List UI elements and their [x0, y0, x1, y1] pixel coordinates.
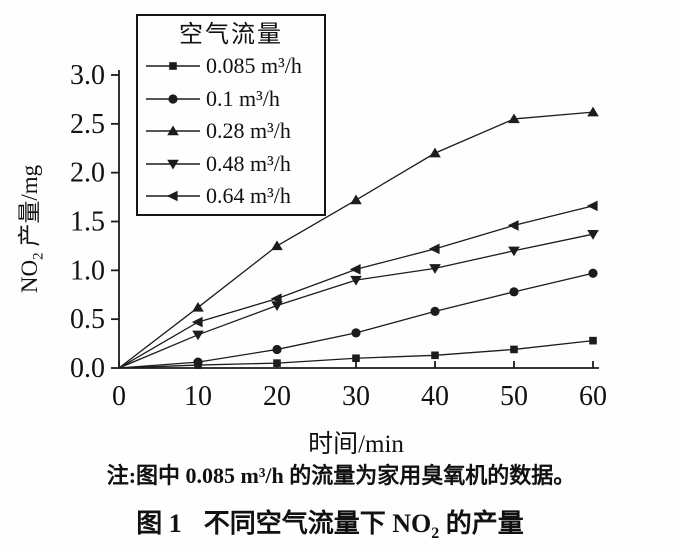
triangle-up-marker — [508, 113, 520, 124]
triangle-up-marker — [587, 106, 599, 117]
triangle-left-marker — [166, 190, 178, 202]
legend-items: 0.085 m³/h 0.1 m³/h 0.28 m³/h 0.48 m³/h 0.64… — [138, 50, 324, 213]
circle-marker — [430, 306, 440, 316]
figure-caption-text: 不同空气流量下 NO — [203, 509, 432, 538]
figure-caption: 图 1 不同空气流量下 NO2 的产量 — [0, 503, 660, 543]
y-tick-label: 1.5 — [70, 207, 105, 238]
triangle-down-marker — [350, 275, 362, 286]
triangle-up-marker — [167, 125, 179, 136]
triangle-down-icon — [146, 159, 200, 170]
figure-caption-tail: 的产量 — [439, 509, 524, 538]
triangle-down-marker — [192, 330, 204, 341]
triangle-left-icon — [146, 190, 200, 202]
figure-number: 图 1 — [136, 509, 182, 538]
square-icon — [146, 62, 200, 71]
triangle-left-marker — [191, 316, 203, 328]
triangle-left-marker — [270, 293, 282, 304]
y-axis-label-text: NO — [17, 259, 42, 294]
square-marker — [169, 62, 177, 71]
square-marker — [510, 345, 518, 354]
legend-item-label: 0.28 m³/h — [206, 118, 291, 144]
legend-item-label: 0.1 m³/h — [206, 85, 280, 111]
triangle-up-marker — [271, 240, 283, 251]
legend-item-label: 0.085 m³/h — [206, 53, 302, 79]
triangle-down-marker — [587, 229, 599, 240]
square-marker — [589, 336, 597, 345]
legend-item: 0.085 m³/h — [145, 50, 324, 83]
legend-item-label: 0.48 m³/h — [206, 150, 291, 176]
triangle-up-icon — [146, 125, 200, 136]
x-tick-label: 10 — [184, 381, 212, 412]
x-tick-label: 40 — [421, 381, 449, 412]
triangle-down-marker — [167, 159, 179, 170]
legend-item: 0.28 m³/h — [145, 115, 324, 148]
circle-marker — [588, 268, 598, 278]
triangle-down-marker — [508, 246, 520, 257]
y-axis-label-units: 产量/mg — [17, 164, 42, 253]
triangle-up-marker — [429, 147, 441, 158]
x-tick-label: 0 — [112, 381, 126, 412]
legend-item-label: 0.64 m³/h — [206, 183, 291, 209]
circle-marker — [168, 94, 178, 104]
circle-marker — [193, 357, 203, 367]
x-axis-label: 时间/min — [308, 431, 404, 458]
legend-title: 空气流量 — [179, 22, 283, 48]
y-tick-label: 1.0 — [70, 255, 105, 286]
square-marker — [431, 351, 439, 360]
legend: 空气流量 0.085 m³/h 0.1 m³/h 0.28 m³/h 0.48 m³/… — [136, 14, 326, 216]
triangle-down-marker — [271, 301, 283, 311]
series-line — [118, 205, 594, 369]
triangle-down-marker — [429, 264, 441, 274]
triangle-left-marker — [507, 220, 519, 231]
legend-item: 0.1 m³/h — [145, 83, 324, 116]
triangle-left-marker — [349, 264, 361, 275]
circle-icon — [146, 94, 200, 104]
triangle-up-marker — [350, 194, 362, 205]
y-axis-label-subscript: 2 — [30, 252, 47, 260]
figure-caption-subscript: 2 — [431, 525, 440, 543]
y-axis-label: NO2 产量/mg — [13, 79, 47, 379]
y-tick-label: 0.0 — [70, 353, 105, 384]
x-tick-label: 20 — [263, 381, 291, 412]
legend-item: 0.64 m³/h — [145, 180, 324, 213]
circle-marker — [351, 328, 361, 338]
triangle-left-marker — [428, 243, 440, 255]
chart-canvas: 0.0 0.5 1.0 1.5 2.0 2.5 3.0 0 10 20 30 40 50 60 — [70, 60, 607, 412]
x-tick-label: 30 — [342, 381, 370, 412]
x-tick-label: 60 — [579, 381, 607, 412]
x-tick-label: 50 — [500, 381, 528, 412]
y-tick-label: 3.0 — [70, 60, 105, 91]
y-tick-label: 0.5 — [70, 304, 105, 335]
square-marker — [273, 359, 281, 367]
square-marker — [352, 354, 360, 363]
circle-marker — [272, 344, 282, 355]
triangle-left-marker — [586, 200, 598, 212]
circle-marker — [509, 287, 519, 297]
figure-note: 注:图中 0.085 m³/h 的流量为家用臭氧机的数据。 — [106, 463, 576, 488]
triangle-up-marker — [192, 301, 204, 312]
series-line — [118, 272, 594, 369]
y-tick-label: 2.0 — [70, 158, 105, 189]
legend-item: 0.48 m³/h — [145, 148, 324, 181]
y-tick-label: 2.5 — [70, 109, 105, 140]
